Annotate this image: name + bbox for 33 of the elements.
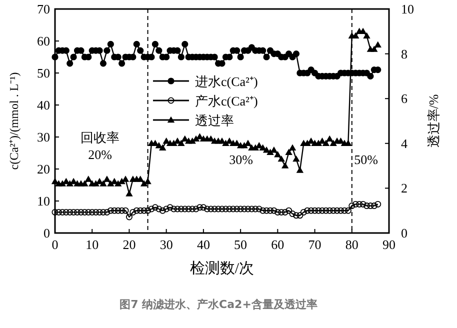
x-tick-label: 70: [308, 237, 322, 252]
legend-label: 透过率: [195, 113, 234, 128]
y-tick-label: 20: [37, 162, 50, 176]
x-axis-title: 检测数/次: [190, 260, 254, 277]
legend-label: 进水c(Ca²⁺): [195, 74, 258, 89]
legend-label: 产水c(Ca²⁺): [195, 94, 258, 108]
annotation: 30%: [229, 152, 254, 167]
x-tick-label: 20: [122, 237, 136, 252]
text: 图7 纳滤进水、产水Ca2+含量及透过率: [120, 298, 318, 311]
x-tick-label: 90: [382, 237, 396, 252]
y2-tick-label: 2: [401, 180, 408, 196]
y-tick-label: 60: [37, 34, 50, 48]
x-tick-label: 60: [271, 237, 284, 252]
y-tick-label: 50: [37, 66, 50, 80]
x-tick-label: 50: [234, 237, 248, 252]
y2-tick-label: 8: [401, 46, 408, 62]
y-axis-title: c(Ca²⁺)/(mmol . L⁻¹): [7, 72, 21, 170]
y-tick-label: 30: [37, 130, 50, 144]
y-tick-label: 10: [37, 194, 50, 208]
y-tick-label: 70: [37, 2, 50, 16]
x-tick-label: 10: [86, 237, 99, 252]
annotation: 50%: [354, 152, 378, 167]
x-tick-label: 40: [196, 237, 210, 252]
annotation: 回收率 20%: [80, 130, 120, 162]
y2-axis-title: 透过率/%: [426, 94, 441, 148]
y-tick-label: 40: [37, 98, 50, 112]
y2-tick-label: 4: [401, 136, 408, 151]
y2-tick-label: 0: [401, 226, 408, 240]
x-tick-label: 30: [160, 237, 173, 252]
y2-tick-label: 10: [401, 2, 414, 16]
y2-tick-label: 6: [401, 91, 408, 106]
x-tick-label: 80: [345, 237, 358, 252]
y-tick-label: 0: [44, 226, 50, 240]
